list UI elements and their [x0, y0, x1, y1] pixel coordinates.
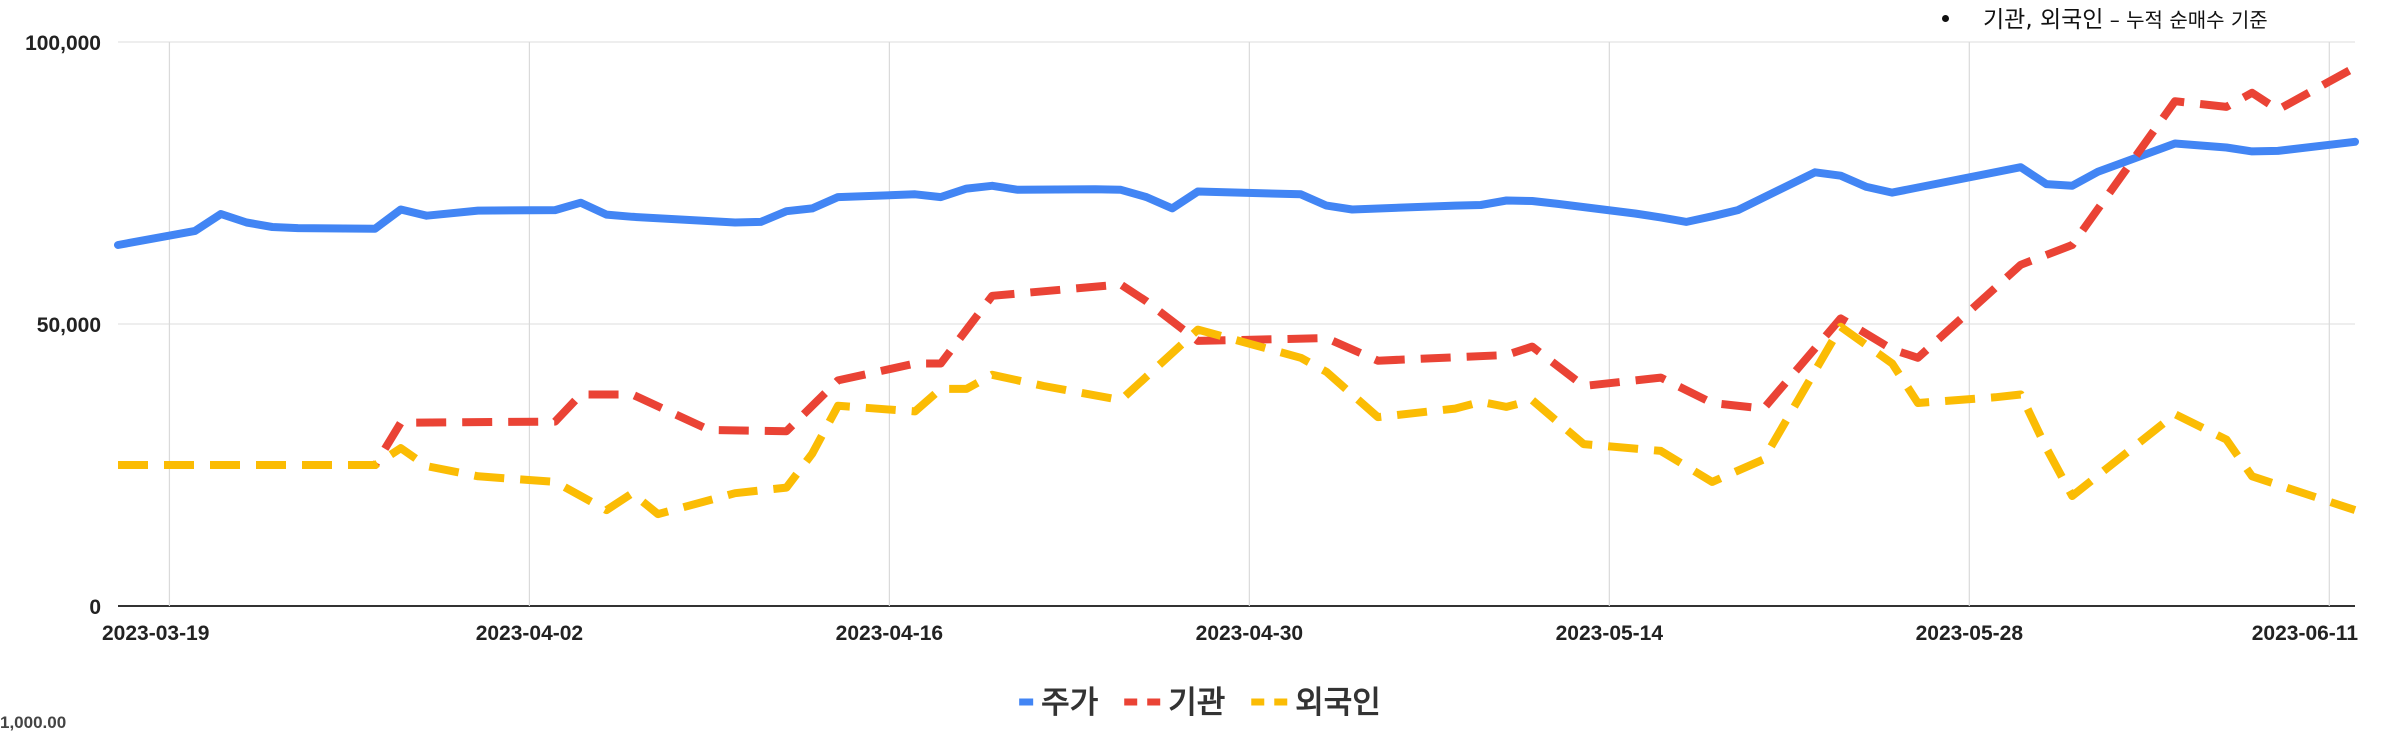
y-tick-label: 100,000 — [25, 32, 101, 55]
x-tick-label: 2023-03-19 — [102, 622, 209, 645]
legend-label: 외국인 — [1295, 685, 1381, 721]
series-line-기관 — [118, 63, 2357, 469]
x-axis-tick-labels: 2023-03-19 2023-04-02 2023-04-16 2023-04-30… — [102, 622, 2358, 645]
cut-off-label: 1,000.00 — [0, 713, 67, 732]
series-line-주가 — [114, 137, 2359, 249]
legend-label: 기관 — [1168, 685, 1225, 721]
y-tick-label: 0 — [89, 596, 101, 619]
x-tick-label: 2023-05-28 — [1916, 622, 2024, 645]
note-sub: 누적 순매수 기준 — [2126, 8, 2268, 32]
y-axis-tick-labels: 0 50,000 100,000 — [25, 32, 101, 619]
x-tick-label: 2023-04-30 — [1196, 622, 1303, 645]
series-lines — [114, 63, 2359, 519]
legend: 주가 기관 외국인 — [1019, 685, 1381, 721]
x-tick-label: 2023-06-11 — [2252, 622, 2359, 645]
grid-lines — [118, 41, 2355, 607]
note-main: 기관, 외국인 — [1983, 7, 2104, 33]
legend-item: 주가 — [1019, 685, 1099, 721]
note-separator: – — [2103, 8, 2127, 32]
y-tick-label: 50,000 — [37, 314, 101, 337]
legend-label: 주가 — [1041, 685, 1099, 721]
legend-item: 기관 — [1124, 685, 1225, 721]
x-tick-label: 2023-04-16 — [836, 622, 943, 645]
legend-item: 외국인 — [1251, 685, 1381, 721]
chart-note: 기관, 외국인 – 누적 순매수 기준 — [1942, 0, 2268, 34]
series-line-외국인 — [118, 322, 2357, 519]
x-tick-label: 2023-04-02 — [476, 622, 583, 645]
bullet-icon — [1942, 15, 1949, 22]
x-tick-label: 2023-05-14 — [1556, 622, 1664, 645]
